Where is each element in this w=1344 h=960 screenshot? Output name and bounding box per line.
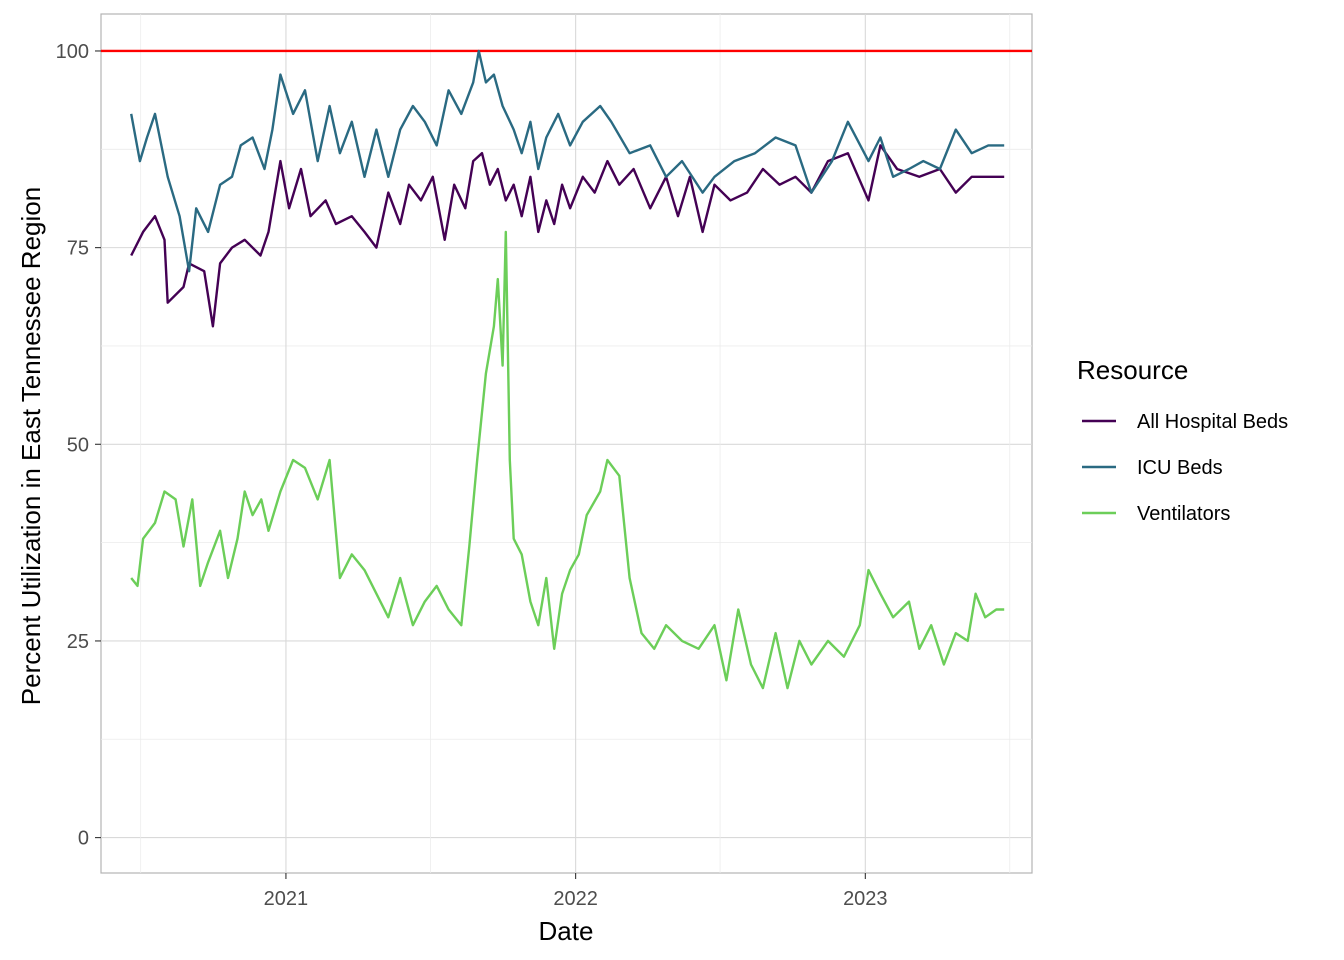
y-tick-label: 25 <box>67 631 89 653</box>
y-axis-title: Percent Utilization in East Tennessee Re… <box>16 187 46 705</box>
legend-label-ventilators: Ventilators <box>1137 503 1230 525</box>
series-line-icu-beds <box>130 49 1005 273</box>
y-axis-ticks: 0 25 50 75 100 <box>56 41 101 850</box>
x-tick-label: 2022 <box>553 888 598 910</box>
legend-label-all-hospital-beds: All Hospital Beds <box>1137 411 1288 433</box>
x-axis-title: Date <box>539 916 594 946</box>
grid-lines <box>101 14 1032 873</box>
series-line-all-hospital-beds <box>130 144 1005 328</box>
legend-title: Resource <box>1077 355 1188 385</box>
legend: Resource All Hospital Beds ICU Beds Vent… <box>1077 355 1288 525</box>
y-tick-label: 100 <box>56 41 89 63</box>
x-axis-ticks: 2021 2022 2023 <box>264 873 888 910</box>
legend-label-icu-beds: ICU Beds <box>1137 457 1223 479</box>
y-tick-label: 75 <box>67 238 89 260</box>
series-line-ventilators <box>130 230 1005 690</box>
y-tick-label: 0 <box>78 828 89 850</box>
plot-panel <box>100 13 1033 874</box>
y-tick-label: 50 <box>67 434 89 456</box>
x-tick-label: 2021 <box>264 888 309 910</box>
series-lines <box>130 49 1005 690</box>
x-tick-label: 2023 <box>843 888 888 910</box>
